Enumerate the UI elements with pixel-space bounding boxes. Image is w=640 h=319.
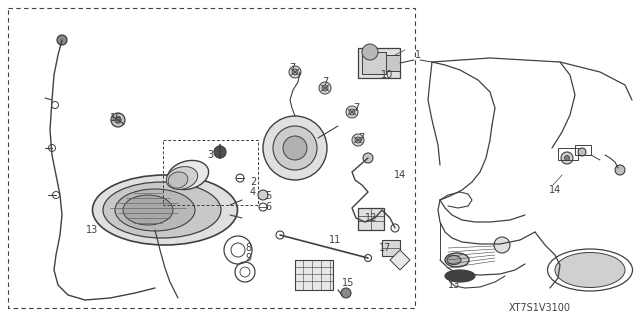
Ellipse shape bbox=[352, 134, 364, 146]
Bar bbox=[358, 208, 384, 230]
Bar bbox=[163, 140, 258, 205]
Ellipse shape bbox=[111, 113, 125, 127]
Text: 17: 17 bbox=[379, 243, 391, 253]
Ellipse shape bbox=[103, 182, 221, 238]
Ellipse shape bbox=[319, 82, 331, 94]
Ellipse shape bbox=[615, 165, 625, 175]
Text: 14: 14 bbox=[549, 185, 561, 195]
Bar bbox=[295, 260, 333, 290]
Text: 12: 12 bbox=[365, 213, 377, 223]
Ellipse shape bbox=[168, 172, 188, 188]
Ellipse shape bbox=[214, 146, 226, 158]
Text: 2: 2 bbox=[250, 177, 256, 187]
Bar bbox=[358, 48, 400, 78]
Text: 1: 1 bbox=[415, 50, 421, 60]
Polygon shape bbox=[390, 250, 410, 270]
Ellipse shape bbox=[289, 66, 301, 78]
Bar bbox=[386, 55, 400, 71]
Text: 3: 3 bbox=[207, 150, 213, 160]
Bar bbox=[8, 8, 415, 308]
Ellipse shape bbox=[283, 136, 307, 160]
Ellipse shape bbox=[445, 270, 475, 282]
Bar bbox=[382, 240, 400, 256]
Text: 4: 4 bbox=[250, 187, 256, 197]
Ellipse shape bbox=[447, 256, 461, 264]
Text: 8: 8 bbox=[245, 243, 251, 253]
Ellipse shape bbox=[263, 116, 327, 180]
Text: 11: 11 bbox=[329, 235, 341, 245]
Text: 13: 13 bbox=[86, 225, 98, 235]
Text: 5: 5 bbox=[265, 191, 271, 201]
Ellipse shape bbox=[123, 195, 173, 225]
Ellipse shape bbox=[578, 148, 586, 156]
Text: 10: 10 bbox=[381, 70, 393, 80]
Ellipse shape bbox=[258, 190, 268, 200]
Ellipse shape bbox=[322, 85, 328, 91]
Ellipse shape bbox=[341, 288, 351, 298]
Ellipse shape bbox=[445, 253, 469, 267]
Ellipse shape bbox=[166, 167, 198, 189]
Ellipse shape bbox=[561, 152, 573, 164]
Text: 14: 14 bbox=[394, 170, 406, 180]
Ellipse shape bbox=[555, 253, 625, 287]
Ellipse shape bbox=[168, 160, 209, 189]
Text: 6: 6 bbox=[265, 202, 271, 212]
Text: 13: 13 bbox=[448, 280, 460, 290]
Bar bbox=[558, 148, 578, 160]
Text: 7: 7 bbox=[358, 133, 364, 143]
Ellipse shape bbox=[494, 237, 510, 253]
Text: 7: 7 bbox=[322, 77, 328, 87]
Text: 7: 7 bbox=[353, 103, 359, 113]
Ellipse shape bbox=[355, 137, 361, 143]
Ellipse shape bbox=[349, 109, 355, 115]
Ellipse shape bbox=[346, 106, 358, 118]
Bar bbox=[575, 145, 591, 155]
Ellipse shape bbox=[292, 69, 298, 75]
Ellipse shape bbox=[115, 189, 195, 231]
Ellipse shape bbox=[362, 44, 378, 60]
Text: 9: 9 bbox=[245, 253, 251, 263]
Text: 16: 16 bbox=[110, 113, 122, 123]
Text: XT7S1V3100: XT7S1V3100 bbox=[509, 303, 571, 313]
Ellipse shape bbox=[363, 153, 373, 163]
Ellipse shape bbox=[564, 155, 570, 160]
Text: 7: 7 bbox=[289, 63, 295, 73]
Ellipse shape bbox=[57, 35, 67, 45]
Ellipse shape bbox=[93, 175, 237, 245]
Text: 15: 15 bbox=[342, 278, 354, 288]
Ellipse shape bbox=[115, 117, 121, 123]
Ellipse shape bbox=[273, 126, 317, 170]
Bar bbox=[362, 52, 386, 74]
